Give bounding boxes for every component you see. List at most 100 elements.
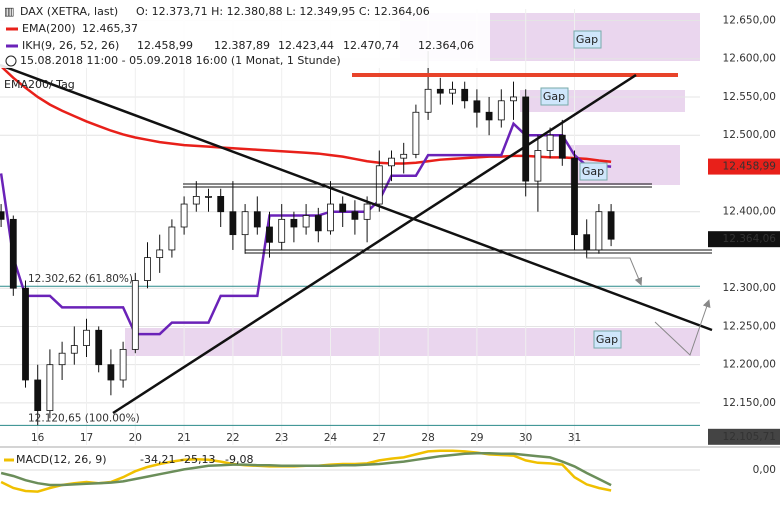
candle-body (473, 100, 481, 113)
candle (22, 280, 29, 388)
candle-body (83, 329, 90, 346)
y-tick-label: 12.550,00 (723, 91, 776, 103)
candle (436, 77, 444, 105)
legend-value: -25,13 (180, 453, 215, 466)
legend-value: 12.465,37 (82, 22, 138, 35)
candle (144, 242, 151, 289)
range: 15.08.2018 11:00 - 05.09.2018 16:00 (1 M… (20, 54, 341, 67)
candle-body (156, 249, 164, 258)
candle (314, 207, 322, 243)
x-tick-label: 24 (324, 432, 338, 444)
candle-body (363, 203, 371, 220)
candle-body (375, 165, 383, 205)
x-tick-label: 17 (80, 432, 93, 444)
candle-body (253, 211, 261, 228)
candle-body (461, 88, 469, 102)
price-tag (708, 158, 780, 175)
gap-label: Gap (596, 333, 618, 346)
candle-body (449, 88, 456, 94)
y-tick-label: 12.250,00 (723, 320, 776, 332)
legend-value: 12.458,99 (137, 39, 193, 52)
x-tick-label: 16 (31, 432, 45, 444)
arrow (586, 257, 643, 286)
candle (473, 89, 481, 128)
icon: ▥ (4, 5, 14, 18)
candle (131, 272, 139, 354)
candle-body (217, 196, 225, 213)
candle (107, 349, 115, 396)
candle (95, 326, 103, 373)
y-tick-label: 12.600,00 (723, 53, 776, 65)
candle (595, 204, 603, 254)
candle (217, 188, 225, 227)
candle (58, 341, 66, 380)
candle (571, 150, 578, 250)
legend: ▥ DAX (XETRA, last) O: 12.373,71 H: 12.3… (0, 2, 490, 68)
gap-box (540, 87, 569, 106)
candle (266, 211, 273, 258)
price-tag (708, 428, 780, 445)
candle (388, 150, 395, 182)
y-tick-label: 12.300,00 (723, 282, 776, 294)
legend-value: 12.470,74 (343, 39, 399, 52)
y-tick-label: 12.650,00 (723, 14, 776, 26)
x-tick-label: 22 (226, 432, 239, 444)
legend-name: EMA(200) (22, 22, 76, 35)
gap-box (593, 330, 622, 349)
candle-body (278, 218, 286, 243)
plot (0, 51, 700, 426)
candle (205, 188, 212, 212)
candle (192, 181, 200, 212)
clock-icon (5, 55, 17, 67)
candle-body (290, 218, 298, 228)
candle-body (595, 211, 603, 251)
y-tick-label: 12.400,00 (723, 206, 776, 218)
candle-body (327, 203, 334, 232)
candle (34, 364, 42, 426)
y-tick-label: 12.200,00 (723, 359, 776, 371)
candle-body (266, 226, 273, 243)
gap-label: Gap (543, 90, 565, 103)
candle-body (497, 100, 505, 121)
candle (558, 119, 566, 166)
candle (510, 81, 517, 120)
candle (9, 215, 17, 296)
candle-body (46, 364, 54, 411)
candle (449, 81, 456, 105)
candle-body (192, 196, 200, 205)
candle (119, 341, 127, 388)
candle (363, 196, 371, 243)
candle-body (22, 287, 29, 381)
fib-label: 12.120,65 (100.00%) (28, 412, 140, 424)
candle-body (302, 215, 310, 228)
candle (83, 318, 90, 358)
candle (46, 349, 54, 419)
candle-body (0, 211, 5, 220)
candle-body (9, 218, 17, 289)
gap-box (579, 162, 608, 181)
note: EMA200/ Tag (4, 78, 75, 91)
candle-body (180, 203, 188, 228)
candle (583, 219, 591, 258)
gap-labels: Gap Gap Gap Gap (540, 30, 622, 349)
candle (400, 142, 408, 174)
legend-name: MACD(12, 26, 9) (16, 453, 107, 466)
price-tag-label: 12.105,71 (723, 431, 776, 443)
x-tick-label: 23 (275, 432, 288, 444)
fib-label: 12.302,62 (61.80%) (28, 273, 133, 285)
candle (351, 200, 359, 235)
candle (375, 150, 383, 212)
ohlc: O: 12.373,71 H: 12.380,88 L: 12.349,95 C… (136, 5, 430, 18)
candle (229, 181, 237, 250)
candle-body (314, 215, 322, 232)
candle (70, 326, 78, 365)
gap-label: Gap (582, 165, 604, 178)
legend-name: IKH(9, 26, 52, 26) (22, 39, 119, 52)
macd-panel: 0,00 (0, 449, 776, 493)
candle-body (558, 134, 566, 159)
candle-body (205, 196, 212, 198)
arrow (654, 299, 711, 356)
candle-body (424, 88, 432, 113)
candle (168, 219, 176, 258)
y-tick-label: 12.500,00 (723, 129, 776, 141)
